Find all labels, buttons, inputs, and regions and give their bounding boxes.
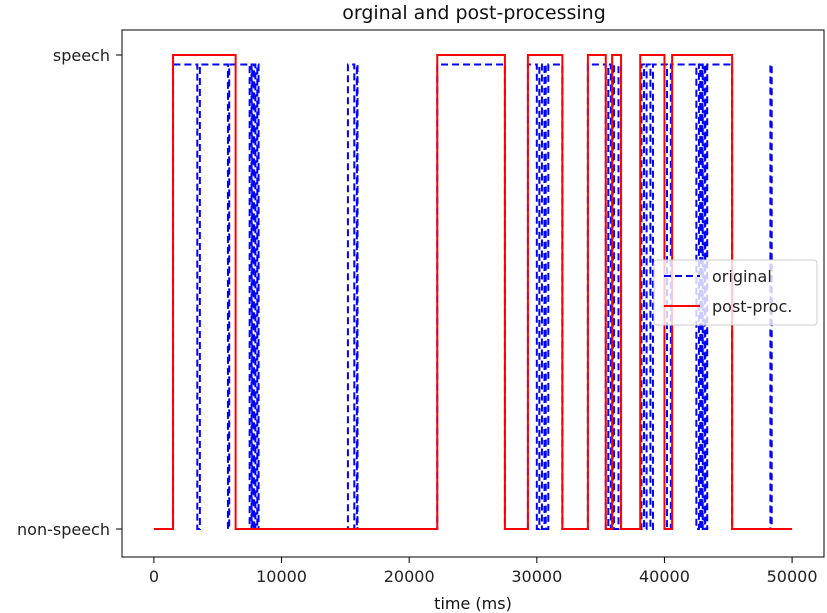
y-tick-label: speech <box>53 46 110 65</box>
legend-label: post-proc. <box>712 297 792 316</box>
x-axis-label: time (ms) <box>434 594 512 613</box>
x-axis: 0 10000 20000 30000 40000 50000 <box>149 557 818 586</box>
x-tick-label: 40000 <box>639 567 690 586</box>
x-tick-label: 0 <box>149 567 159 586</box>
legend-box <box>653 259 818 326</box>
x-tick-label: 30000 <box>511 567 562 586</box>
plot-frame <box>121 29 825 558</box>
y-axis: non-speech speech <box>17 46 122 539</box>
legend: original post-proc. <box>653 259 818 326</box>
x-tick-label: 50000 <box>767 567 818 586</box>
x-tick-label: 10000 <box>256 567 307 586</box>
y-tick-label: non-speech <box>17 520 110 539</box>
x-tick-label: 20000 <box>384 567 435 586</box>
legend-label: original <box>712 267 772 286</box>
series-line-post-proc <box>153 54 793 530</box>
chart-title: orginal and post-processing <box>342 2 606 24</box>
